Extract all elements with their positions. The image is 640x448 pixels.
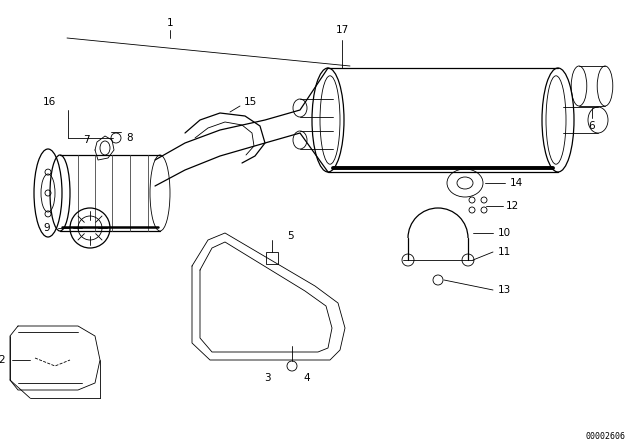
Text: 2: 2 (0, 355, 5, 365)
Text: 11: 11 (498, 247, 511, 257)
Text: 14: 14 (510, 178, 524, 188)
Text: 10: 10 (498, 228, 511, 238)
Text: 1: 1 (166, 18, 173, 28)
Text: 5: 5 (287, 231, 293, 241)
Text: 15: 15 (243, 97, 257, 107)
Text: 3: 3 (264, 373, 270, 383)
Text: 9: 9 (44, 223, 50, 233)
Text: 8: 8 (126, 133, 132, 143)
Text: 7: 7 (83, 135, 90, 145)
Text: 17: 17 (335, 25, 349, 35)
Text: 6: 6 (589, 121, 595, 131)
Text: 00002606: 00002606 (585, 431, 625, 440)
Text: 12: 12 (506, 201, 519, 211)
Text: 4: 4 (304, 373, 310, 383)
Text: 16: 16 (43, 97, 56, 107)
Bar (266, 252, 278, 264)
Text: 13: 13 (498, 285, 511, 295)
